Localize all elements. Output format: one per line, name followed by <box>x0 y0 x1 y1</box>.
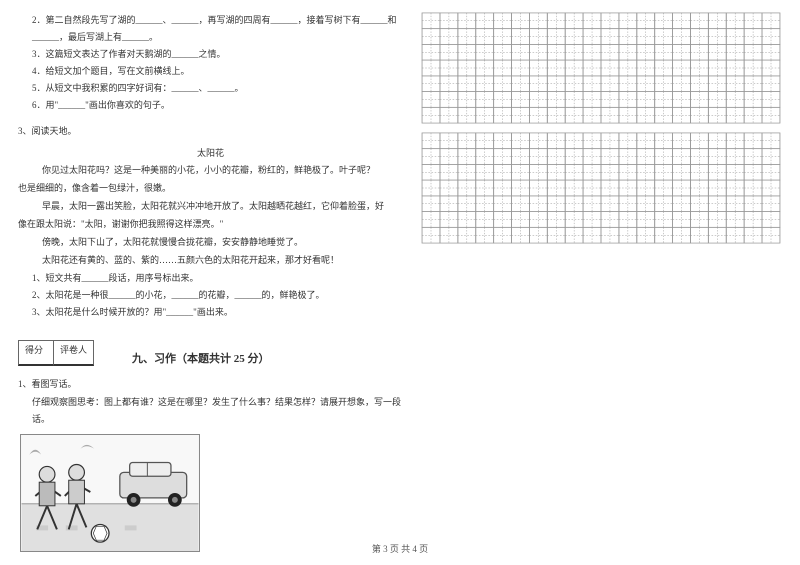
section9-title: 九、习作（本题共计 25 分） <box>132 346 270 372</box>
q-line: 4．给短文加个题目，写在文前横线上。 <box>18 63 403 80</box>
reading3-questions: 1、短文共有______段话，用序号标出来。 2、太阳花是一种很______的小… <box>18 270 403 321</box>
body-line: 也是细细的，像含着一包绿汁，很嫩。 <box>18 180 403 197</box>
body-line: 你见过太阳花吗？这是一种美丽的小花，小小的花瓣，粉红的，鲜艳极了。叶子呢？ <box>18 162 403 179</box>
reading3-label: 3、阅读天地。 <box>18 123 403 140</box>
q-line: 3．这篇短文表达了作者对天鹅湖的______之情。 <box>18 46 403 63</box>
section9-header-row: 得分 评卷人 九、习作（本题共计 25 分） <box>18 322 403 372</box>
writing-grid-1 <box>421 12 781 124</box>
score-box: 得分 评卷人 <box>18 340 94 366</box>
body-line: 像在跟太阳说："太阳，谢谢你把我照得这样漂亮。" <box>18 216 403 233</box>
q-line: 6．用"______"画出你喜欢的句子。 <box>18 97 403 114</box>
body-line: 太阳花还有黄的、蓝的、紫的……五颜六色的太阳花开起来，那才好看呢！ <box>18 252 403 269</box>
score-cell-score: 得分 <box>18 340 54 366</box>
left-column: 2．第二自然段先写了湖的______、______，再写湖的四周有______，… <box>18 12 403 482</box>
composition-prompt: 仔细观察图思考：图上都有谁？这是在哪里？发生了什么事？结果怎样？请展开想象，写一… <box>18 394 403 428</box>
right-column <box>421 12 781 482</box>
page-footer: 第 3 页 共 4 页 <box>0 542 800 555</box>
writing-grid-2 <box>421 132 781 244</box>
q-line: 3、太阳花是什么时候开放的？用"______"画出来。 <box>18 304 403 321</box>
q-line: 5．从短文中我积累的四字好词有：______、______。 <box>18 80 403 97</box>
passage1-questions: 2．第二自然段先写了湖的______、______，再写湖的四周有______，… <box>18 12 403 115</box>
reading3-title: 太阳花 <box>18 146 403 159</box>
composition-illustration <box>20 434 200 552</box>
q-line: 1、短文共有______段话，用序号标出来。 <box>18 270 403 287</box>
body-line: 傍晚，太阳下山了，太阳花就慢慢合拢花瓣，安安静静地睡觉了。 <box>18 234 403 251</box>
composition-num: 1、看图写话。 <box>18 376 403 393</box>
body-line: 早晨，太阳一露出笑脸，太阳花就兴冲冲地开放了。太阳越晒花越红，它仰着脸蛋，好 <box>18 198 403 215</box>
reading3-body: 你见过太阳花吗？这是一种美丽的小花，小小的花瓣，粉红的，鲜艳极了。叶子呢？ 也是… <box>18 162 403 270</box>
q-line: 2．第二自然段先写了湖的______、______，再写湖的四周有______，… <box>18 12 403 46</box>
q-line: 2、太阳花是一种很______的小花，______的花瓣，______的，鲜艳极… <box>18 287 403 304</box>
score-cell-reviewer: 评卷人 <box>54 340 94 366</box>
